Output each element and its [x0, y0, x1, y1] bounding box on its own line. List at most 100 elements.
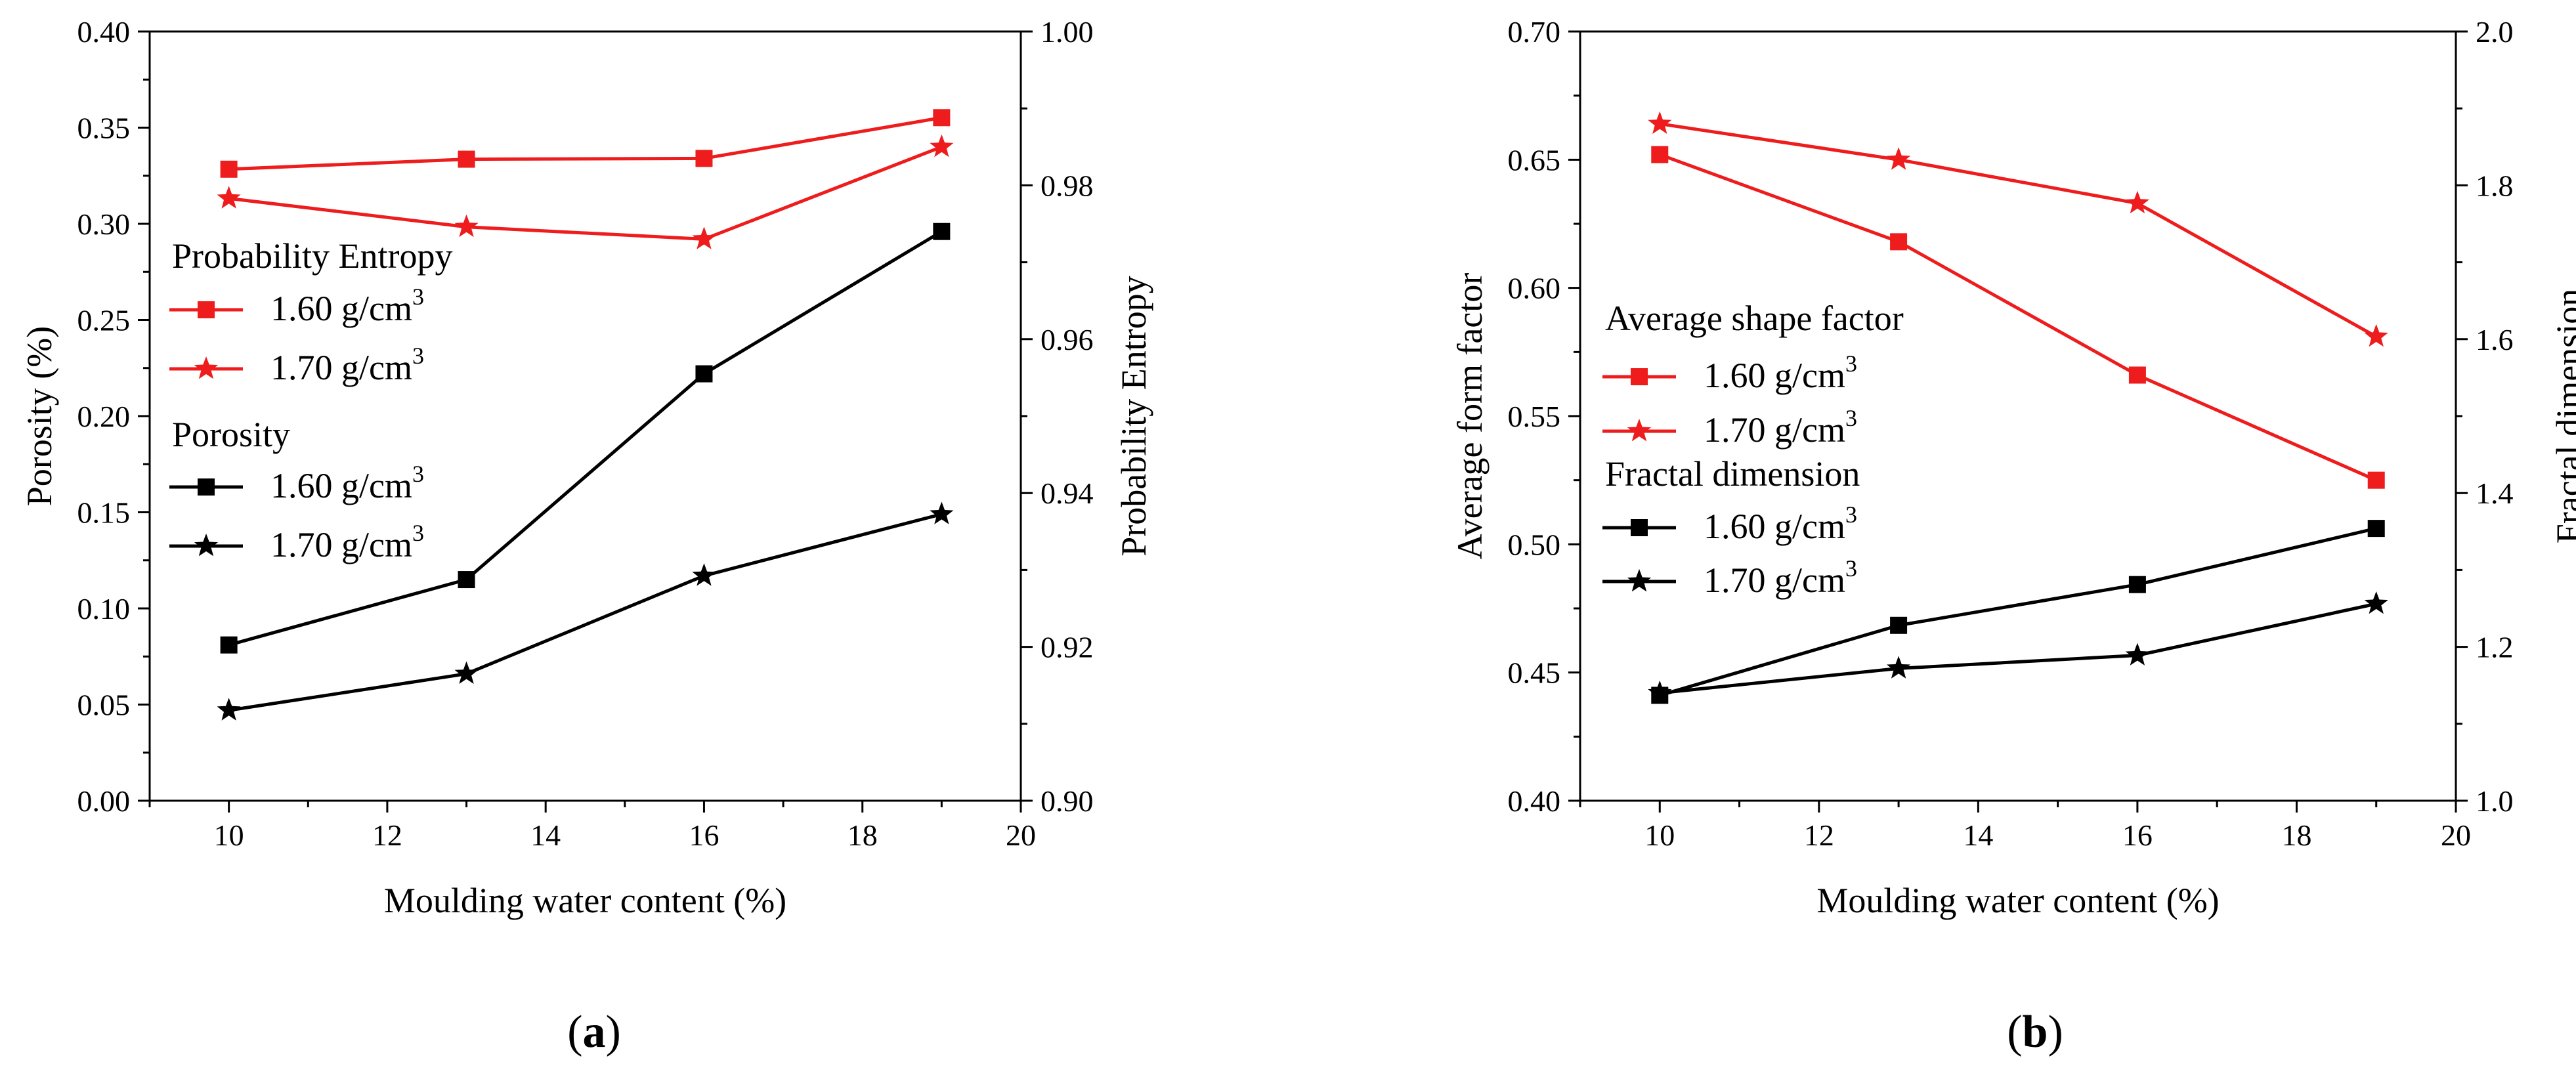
legend-marker [1631, 368, 1648, 385]
legend-marker [1627, 419, 1652, 442]
y-left-tick-label: 0.10 [77, 592, 131, 625]
legend-entry: 1.60 g/cm3 [1704, 501, 1857, 546]
x-tick-label: 12 [372, 818, 402, 852]
y-right-tick-label: 0.90 [1041, 784, 1094, 818]
data-point [933, 222, 951, 240]
series-line-3 [228, 512, 943, 712]
legend-marker [198, 301, 215, 318]
x-tick-label: 16 [689, 818, 719, 852]
x-axis-title: Moulding water content (%) [384, 881, 786, 920]
x-tick-label: 18 [2281, 818, 2311, 852]
y-right-tick-label: 0.94 [1041, 476, 1094, 510]
legend-entry: 1.60 g/cm3 [1704, 350, 1857, 395]
y-right-tick-label: 0.96 [1041, 323, 1094, 356]
y-left-tick-label: 0.50 [1508, 528, 1561, 561]
legend-entry: 1.70 g/cm3 [270, 520, 424, 564]
y-left-tick-label: 0.35 [77, 112, 131, 145]
y-right-tick-label: 1.2 [2476, 631, 2514, 664]
data-point [930, 134, 954, 158]
y-left-tick-label: 0.60 [1508, 272, 1561, 305]
data-point [217, 698, 241, 721]
y-left-tick-label: 0.00 [77, 784, 131, 818]
y-left-tick-label: 0.15 [77, 496, 131, 530]
chart-panel-1: 10 12 14 16 18 20 0.40 0.45 0.50 0.55 0.60 0.65 0.70… [1450, 15, 2576, 1057]
legend-group-title: Porosity [172, 415, 290, 454]
x-tick-label: 20 [2441, 818, 2471, 852]
legend-group-title: Probability Entropy [172, 236, 452, 276]
y-right-tick-label: 1.00 [1041, 15, 1094, 49]
legend-entry: 1.60 g/cm3 [270, 284, 424, 328]
chart-panel-0: 10 12 14 16 18 20 0.00 0.05 0.10 0.15 0.20 0.25 0.30… [20, 15, 1153, 1057]
data-point [2125, 643, 2149, 666]
data-point [2367, 471, 2385, 489]
data-point [2367, 520, 2385, 538]
y-left-tick-label: 0.25 [77, 304, 131, 337]
series-line-0 [1659, 153, 2377, 482]
data-point [1890, 233, 1908, 251]
data-point [930, 501, 954, 524]
data-point [220, 160, 238, 178]
data-point [692, 563, 716, 586]
y-right-tick-label: 1.6 [2476, 323, 2514, 356]
legend-group-title: Average shape factor [1605, 299, 1904, 338]
legend-group-title: Fractal dimension [1605, 454, 1860, 494]
y-right-tick-label: 0.98 [1041, 169, 1094, 202]
legend-marker [194, 356, 219, 379]
data-point [692, 226, 716, 249]
data-point [458, 571, 475, 589]
y-left-tick-label: 0.70 [1508, 15, 1561, 49]
data-point [1887, 656, 1911, 679]
y-left-tick-label: 0.40 [1508, 784, 1561, 818]
y-right-tick-label: 1.8 [2476, 169, 2514, 202]
legend-entry: 1.70 g/cm3 [1704, 555, 1857, 600]
y-right-tick-label: 2.0 [2476, 15, 2514, 49]
series-line-1 [1659, 122, 2377, 339]
y-left-tick-label: 0.55 [1508, 400, 1561, 433]
x-tick-label: 18 [848, 818, 878, 852]
data-point [933, 109, 951, 127]
data-point [2125, 190, 2149, 214]
series-line-2 [1659, 526, 2377, 697]
x-tick-label: 16 [2122, 818, 2153, 852]
legend: Probability Entropy Porosity 1.60 g/cm3 1.7… [169, 236, 452, 564]
data-point [2128, 576, 2146, 593]
legend-marker [194, 534, 219, 557]
series-line-1 [228, 145, 943, 241]
panel-label: (b) [2007, 1007, 2063, 1057]
data-point [1648, 111, 1672, 134]
data-point [695, 150, 713, 167]
y-left-tick-label: 0.30 [77, 207, 131, 241]
y-right-tick-label: 1.0 [2476, 784, 2514, 818]
series-line-0 [228, 116, 942, 171]
legend: Average shape factor Fractal dimension 1.6… [1602, 299, 1904, 600]
data-point [2364, 324, 2388, 347]
panel-label: (a) [567, 1007, 621, 1057]
x-tick-label: 14 [530, 818, 561, 852]
y-right-axis-title: Probability Entropy [1114, 276, 1153, 556]
x-axis-title: Moulding water content (%) [1816, 881, 2219, 920]
data-point [220, 636, 238, 654]
data-point [695, 365, 713, 383]
series-line-3 [1660, 602, 2377, 695]
y-left-tick-label: 0.65 [1508, 143, 1561, 177]
y-right-axis-title: Fractal dimension [2549, 289, 2576, 543]
y-left-tick-label: 0.40 [77, 15, 131, 49]
series-line-2 [228, 230, 943, 647]
x-tick-label: 10 [214, 818, 244, 852]
y-right-tick-label: 0.92 [1041, 631, 1094, 664]
y-right-tick-label: 1.4 [2476, 476, 2514, 510]
x-tick-label: 10 [1644, 818, 1675, 852]
x-tick-label: 12 [1804, 818, 1834, 852]
data-point [2364, 591, 2388, 614]
data-point [1651, 146, 1669, 163]
y-left-axis-title: Porosity (%) [20, 326, 59, 506]
legend-marker [1627, 569, 1652, 592]
legend-entry: 1.60 g/cm3 [270, 461, 424, 505]
legend-entry: 1.70 g/cm3 [270, 343, 424, 387]
data-point [1890, 616, 1908, 634]
x-tick-label: 20 [1006, 818, 1036, 852]
legend-marker [1631, 519, 1648, 536]
y-left-tick-label: 0.45 [1508, 656, 1561, 690]
data-point [454, 214, 479, 238]
